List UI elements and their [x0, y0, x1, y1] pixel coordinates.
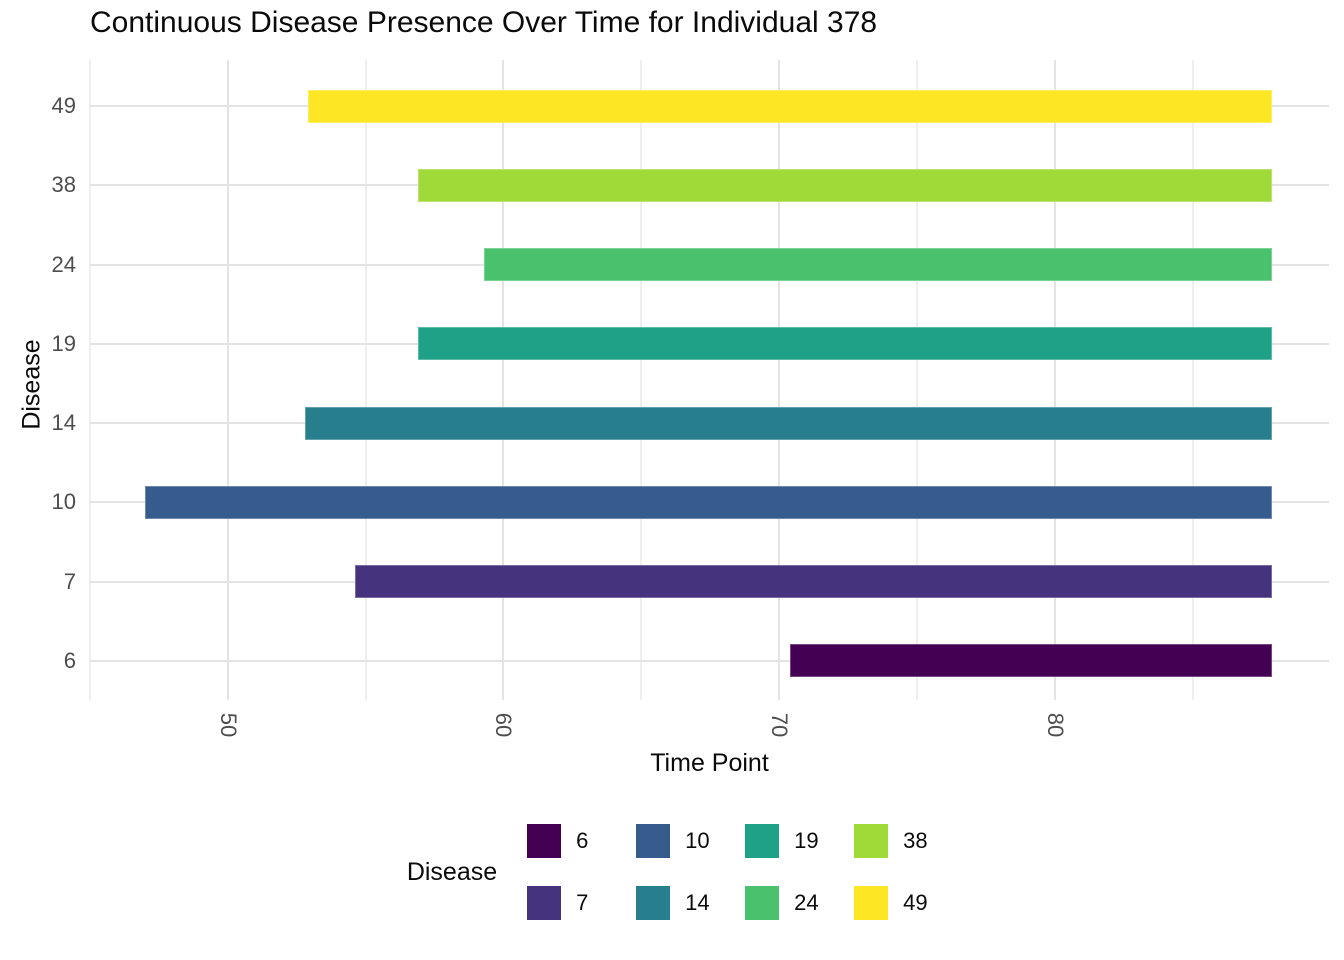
y-tick-label: 19 [51, 330, 76, 356]
legend-item-label: 19 [794, 828, 819, 853]
legend-item-disease-49: 49 [854, 886, 937, 920]
bar-disease-6 [790, 644, 1273, 678]
legend-item-disease-19: 19 [745, 824, 828, 858]
legend-grid: 6 10 19 38 7 14 24 49 [527, 824, 937, 920]
y-tick-label: 7 [63, 568, 76, 594]
y-tick-label: 14 [51, 410, 76, 436]
x-gridline-major [226, 60, 229, 700]
x-tick-label: 60 [491, 712, 517, 738]
legend-item-disease-24: 24 [745, 886, 828, 920]
x-gridline-major [1053, 60, 1056, 700]
y-axis-title: Disease [17, 339, 46, 430]
x-gridline-minor [89, 60, 91, 700]
x-axis-title: Time Point [650, 749, 769, 777]
legend-item-disease-10: 10 [636, 824, 719, 858]
chart-title: Continuous Disease Presence Over Time fo… [90, 6, 878, 39]
legend-item-disease-7: 7 [527, 886, 610, 920]
y-tick-label: 10 [51, 489, 76, 515]
bar-disease-14 [304, 406, 1273, 440]
legend-swatch-icon [854, 824, 889, 858]
legend-swatch-icon [745, 824, 780, 858]
legend-swatch-icon [527, 886, 562, 920]
legend-item-label: 38 [903, 828, 928, 853]
legend-swatch-icon [527, 824, 562, 858]
legend-item-label: 7 [576, 890, 589, 915]
legend-title: Disease [406, 857, 498, 886]
y-tick-label: 24 [51, 251, 76, 277]
x-gridline-minor [1191, 60, 1194, 700]
legend-item-label: 24 [794, 890, 819, 915]
bar-disease-24 [484, 248, 1273, 282]
x-gridline-minor [915, 60, 918, 700]
legend-swatch-icon [636, 886, 671, 920]
legend-item-label: 14 [685, 890, 710, 915]
bar-disease-49 [307, 89, 1273, 123]
legend-swatch-icon [636, 824, 671, 858]
legend-item-label: 6 [576, 828, 589, 853]
legend-item-disease-38: 38 [854, 824, 937, 858]
legend-item-disease-6: 6 [527, 824, 610, 858]
x-tick-label: 50 [215, 712, 241, 738]
x-gridline-minor [640, 60, 643, 700]
legend-swatch-icon [745, 886, 780, 920]
x-gridline-major [778, 60, 781, 700]
legend-item-disease-14: 14 [636, 886, 719, 920]
legend-swatch-icon [854, 886, 889, 920]
x-tick-label: 80 [1042, 712, 1068, 738]
bar-disease-10 [145, 485, 1273, 519]
y-gridline-major [90, 659, 1329, 662]
y-tick-label: 49 [51, 93, 76, 118]
bar-disease-19 [418, 327, 1273, 361]
y-tick-label: 6 [63, 647, 76, 673]
legend-item-label: 10 [685, 828, 710, 853]
bar-disease-7 [354, 565, 1273, 599]
legend-item-label: 49 [903, 890, 928, 915]
x-gridline-major [502, 60, 505, 700]
legend: Disease 6 10 19 38 7 14 24 49 [0, 824, 1344, 920]
x-gridline-minor [364, 60, 367, 700]
y-tick-label: 38 [51, 172, 76, 198]
x-tick-label: 70 [767, 712, 793, 738]
bar-disease-38 [418, 168, 1273, 202]
